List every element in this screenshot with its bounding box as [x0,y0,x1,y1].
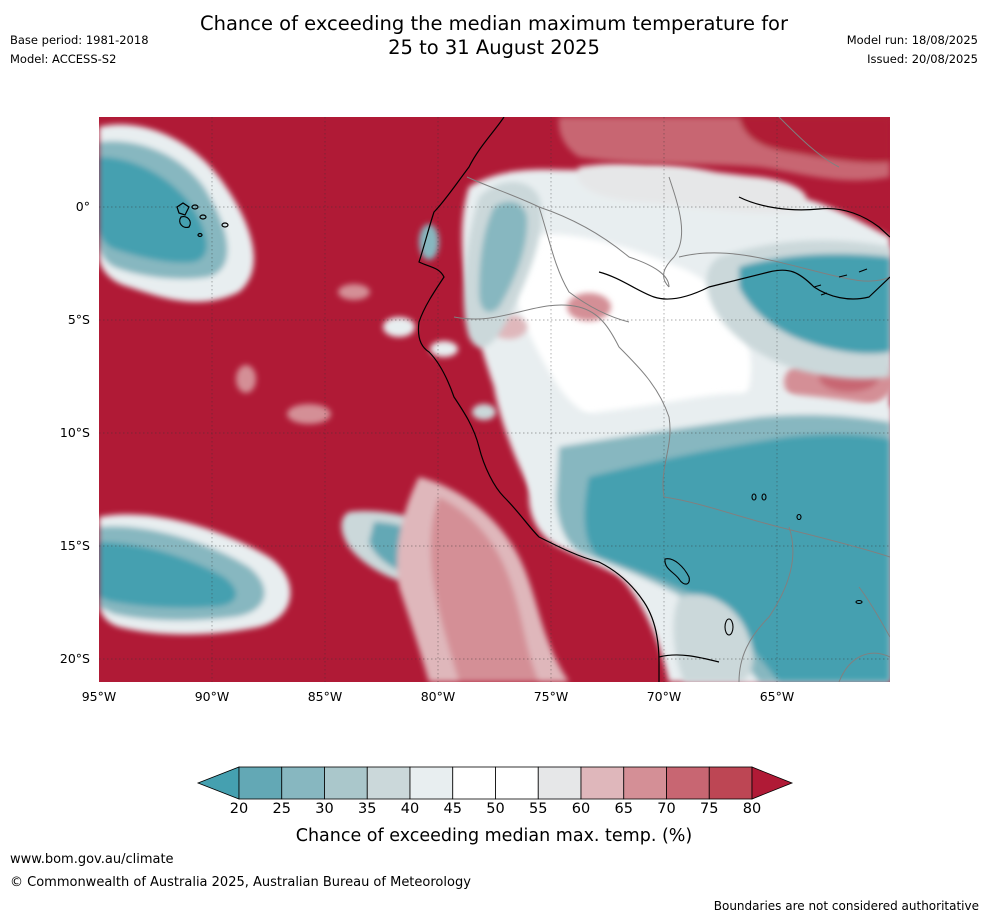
meta-right: Model run: 18/08/2025 Issued: 20/08/2025 [847,31,978,69]
colorbar-cell [324,766,368,800]
colorbar-tick-label: 80 [742,801,762,817]
title-line-2: 25 to 31 August 2025 [388,36,600,59]
colorbar-extend-high [751,766,794,800]
lon-label-75w: 75°W [533,689,569,704]
colorbar-tick-label: 60 [571,801,591,817]
model-text: Model: ACCESS-S2 [10,52,117,66]
lon-label-95w: 95°W [81,689,117,704]
issued-text: Issued: 20/08/2025 [867,52,978,66]
lon-label-85w: 85°W [307,689,343,704]
colorbar-tick-label: 75 [700,801,719,817]
colorbar-cell [623,766,667,800]
colorbar-tick-label: 35 [358,801,377,817]
colorbar-tick-label: 25 [272,801,291,817]
colorbar-cells [196,766,794,800]
lat-label-15s: 15°S [59,538,90,553]
cool-patches [99,124,890,682]
lat-label-0: 0° [75,199,90,214]
colorbar-tick-label: 40 [400,801,420,817]
colorbar-extend-low [196,766,240,800]
colorbar-tick-label: 20 [229,801,249,817]
colorbar-cell [409,766,454,800]
colorbar-tick-label: 55 [529,801,548,817]
colorbar-cell [580,766,625,800]
small-water-features [664,268,868,636]
model-run-text: Model run: 18/08/2025 [846,33,978,47]
lat-label-5s: 5°S [67,312,90,327]
lon-label-70w: 70°W [646,689,682,704]
title-line-1: Chance of exceeding the median maximum t… [199,12,789,35]
colorbar-cell [495,766,539,800]
colorbar-cell [366,766,411,800]
galapagos-islands [176,202,229,238]
base-period-text: Base period: 1981-2018 [10,33,149,47]
map-title: Chance of exceeding the median maximum t… [0,12,988,60]
colorbar-tick-label: 50 [486,801,505,817]
map-svg [99,117,890,682]
colorbar-cell [281,766,325,800]
lat-label-20s: 20°S [59,651,90,666]
coastline [417,117,890,682]
colorbar-cell [452,766,496,800]
colorbar-cell [666,766,710,800]
lon-label-65w: 65°W [759,689,795,704]
lon-label-80w: 80°W [420,689,456,704]
forecast-map [99,117,890,682]
lon-label-90w: 90°W [194,689,230,704]
lat-label-10s: 10°S [59,425,90,440]
colorbar-tick-label: 70 [657,801,676,817]
colorbar-tick-label: 30 [315,801,334,817]
footer-url: www.bom.gov.au/climate [10,852,174,867]
colorbar-cell [537,766,582,800]
colorbar-cell [708,766,753,800]
small-coastal-patches [236,224,496,424]
colorbar-tick-label: 65 [614,801,633,817]
country-borders [453,117,890,682]
footer-disclaimer: Boundaries are not considered authoritat… [713,899,979,913]
colorbar [196,766,794,800]
footer-copyright: © Commonwealth of Australia 2025, Austra… [10,875,471,890]
colorbar-title: Chance of exceeding median max. temp. (%… [295,826,693,846]
colorbar-cell [238,766,283,800]
meta-left: Base period: 1981-2018 Model: ACCESS-S2 [10,31,149,69]
colorbar-tick-label: 45 [443,801,462,817]
